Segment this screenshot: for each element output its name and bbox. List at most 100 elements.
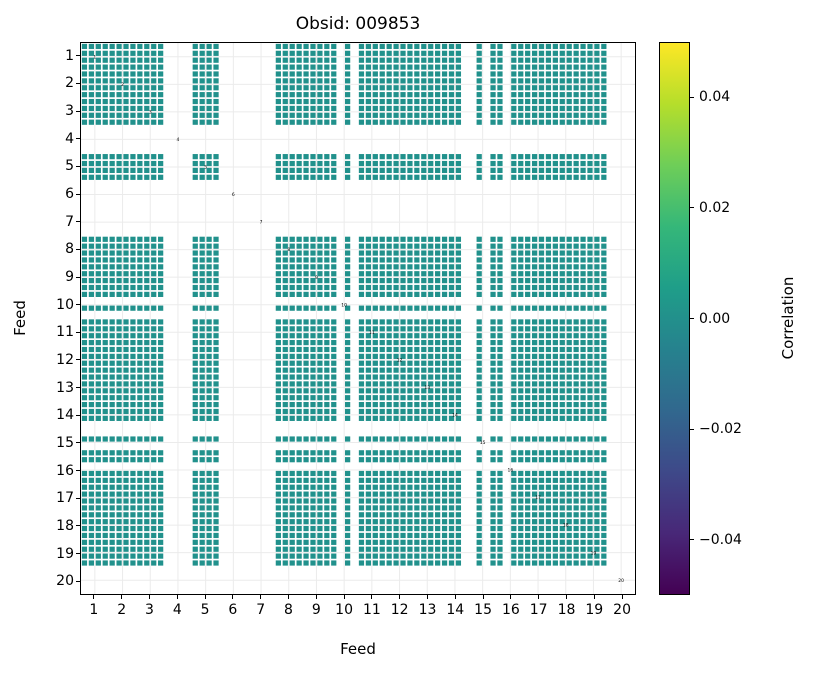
gridlines — [81, 43, 635, 594]
y-tick-label: 12 — [56, 351, 74, 368]
x-tick-label: 2 — [117, 602, 127, 618]
x-axis-label: Feed — [340, 640, 376, 658]
svg-text:8: 8 — [287, 247, 290, 253]
x-tick-mark — [621, 595, 623, 599]
x-tick-label: 10 — [335, 602, 354, 618]
y-tick-label: 16 — [56, 462, 74, 479]
y-tick-label: 19 — [56, 545, 74, 562]
y-tick-mark — [76, 359, 80, 361]
y-tick-label: 2 — [65, 75, 74, 92]
x-tick-label: 5 — [200, 602, 210, 618]
y-tick-label: 7 — [65, 213, 74, 230]
x-tick-mark — [260, 595, 262, 599]
x-tick-mark — [427, 595, 428, 599]
y-tick-label: 11 — [56, 324, 74, 341]
svg-text:3: 3 — [149, 109, 152, 115]
y-tick-mark — [76, 193, 80, 195]
x-tick-label: 12 — [390, 602, 409, 618]
x-tick-label: 19 — [585, 602, 604, 618]
svg-text:9: 9 — [315, 275, 318, 281]
x-tick-mark — [204, 595, 206, 599]
y-tick-mark — [76, 497, 80, 499]
x-tick-mark — [566, 595, 567, 599]
y-tick-mark — [76, 414, 80, 416]
y-tick-label: 14 — [56, 407, 74, 424]
y-tick-mark — [76, 55, 80, 57]
y-tick-label: 20 — [56, 573, 74, 590]
y-tick-label: 3 — [65, 103, 74, 120]
x-tick-mark — [315, 595, 317, 599]
colorbar-tick-mark — [690, 318, 694, 319]
x-tick-label: 1 — [89, 602, 99, 618]
y-tick-mark — [76, 165, 80, 167]
svg-text:7: 7 — [260, 220, 263, 226]
x-tick-label: 11 — [362, 602, 381, 618]
colorbar-tick-label: −0.02 — [699, 421, 742, 438]
x-tick-label: 13 — [418, 602, 437, 618]
y-tick-label: 10 — [56, 296, 74, 313]
svg-text:19: 19 — [591, 550, 597, 556]
x-tick-label: 18 — [557, 602, 576, 618]
x-tick-mark — [121, 595, 123, 599]
colorbar-tick-mark — [690, 539, 694, 541]
svg-text:11: 11 — [369, 330, 375, 336]
y-tick-mark — [76, 553, 80, 555]
x-tick-label: 17 — [529, 602, 548, 618]
x-tick-mark — [371, 595, 373, 599]
colorbar-tick-mark — [690, 428, 694, 430]
svg-text:15: 15 — [480, 440, 486, 446]
x-tick-label: 8 — [284, 602, 293, 618]
y-tick-label: 6 — [65, 186, 74, 203]
svg-text:2: 2 — [121, 82, 124, 88]
x-tick-mark — [232, 595, 234, 599]
x-tick-label: 14 — [446, 602, 465, 618]
svg-text:6: 6 — [232, 192, 235, 198]
svg-text:18: 18 — [563, 523, 569, 529]
y-tick-label: 18 — [56, 517, 74, 534]
y-tick-mark — [76, 387, 80, 389]
colorbar-tick-label: −0.04 — [699, 531, 742, 548]
y-tick-mark — [76, 470, 80, 472]
colorbar-tick-mark — [690, 207, 694, 209]
svg-text:14: 14 — [452, 413, 458, 419]
x-tick-mark — [343, 595, 345, 599]
y-tick-label: 15 — [56, 434, 74, 451]
svg-text:5: 5 — [204, 165, 207, 171]
y-tick-mark — [76, 331, 80, 333]
x-tick-label: 16 — [501, 602, 520, 618]
svg-text:4: 4 — [177, 137, 180, 143]
y-tick-label: 17 — [56, 490, 74, 507]
y-tick-label: 4 — [65, 130, 74, 147]
y-tick-label: 13 — [56, 379, 74, 396]
colorbar-tick-mark — [690, 96, 694, 98]
x-tick-label: 20 — [613, 602, 632, 618]
x-tick-label: 6 — [228, 602, 238, 618]
svg-text:16: 16 — [508, 468, 514, 474]
x-tick-mark — [510, 595, 512, 599]
chart-title: Obsid: 009853 — [295, 14, 421, 34]
x-tick-label: 7 — [256, 602, 266, 618]
y-tick-mark — [76, 248, 80, 250]
x-tick-mark — [288, 595, 289, 599]
svg-text:12: 12 — [397, 357, 403, 363]
svg-text:1: 1 — [93, 54, 96, 60]
y-tick-mark — [76, 82, 80, 84]
x-tick-label: 15 — [474, 602, 493, 618]
colorbar — [659, 42, 690, 595]
x-tick-mark — [176, 595, 178, 599]
heatmap-cells — [81, 43, 607, 566]
svg-text:13: 13 — [424, 385, 430, 391]
x-tick-mark — [93, 595, 95, 599]
x-tick-label: 9 — [311, 602, 321, 618]
x-tick-mark — [399, 595, 401, 599]
y-tick-mark — [76, 276, 80, 278]
y-tick-label: 8 — [65, 241, 74, 258]
x-tick-label: 4 — [172, 602, 182, 618]
y-tick-mark — [76, 138, 80, 140]
plot-area: 1 2 3 4 5 6 7 8 9 10 11 12 13 14 15 16 17 18 19 20 — [80, 42, 636, 595]
x-tick-mark — [149, 595, 150, 599]
svg-text:17: 17 — [535, 495, 541, 501]
x-tick-mark — [482, 595, 484, 599]
